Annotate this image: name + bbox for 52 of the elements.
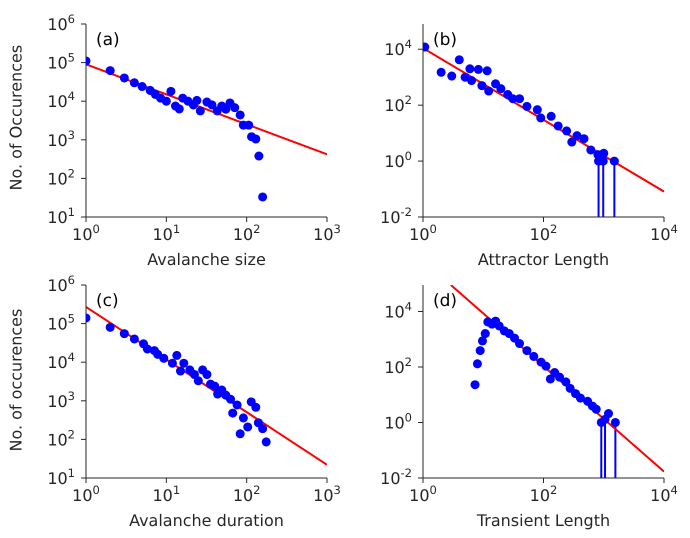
x-tick-label: 10$^{4}$ [650, 222, 678, 244]
y-tick-label: 10$^{4}$ [384, 37, 412, 60]
x-tick-label: 10$^{3}$ [313, 222, 341, 244]
y-tick-label: 10$^{-2}$ [380, 466, 412, 488]
point [192, 96, 202, 105]
x-tick-label: 10$^{4}$ [650, 483, 678, 505]
x-tick-label: 10$^{2}$ [232, 483, 261, 505]
x-tick-label: 10$^{0}$ [72, 222, 100, 244]
point [162, 96, 171, 106]
x-tick-label: 10$^{1}$ [152, 483, 180, 505]
y-tick-label: 10$^{4}$ [47, 89, 75, 112]
annotation: (c) [96, 291, 119, 311]
y-tick-label: 10$^{6}$ [47, 12, 75, 34]
x-tick-label: 10$^{0}$ [409, 222, 437, 244]
point [207, 100, 216, 110]
y-tick-label: 10$^{2}$ [384, 354, 412, 377]
x-tick-label: 10$^{2}$ [530, 483, 558, 505]
point [230, 103, 240, 112]
point [166, 86, 176, 96]
x-axis-title: Attractor Length [478, 250, 610, 269]
x-tick-label: 10$^{2}$ [232, 222, 261, 244]
x-tick-label: 10$^{0}$ [409, 483, 437, 505]
y-tick-label: 10$^{0}$ [384, 149, 412, 172]
y-tick-label: 10$^{2}$ [384, 93, 412, 116]
y-tick-label: 10$^{4}$ [384, 299, 412, 322]
y-tick-label: 10$^{1}$ [47, 205, 75, 227]
y-tick-label: 10$^{-2}$ [380, 205, 412, 227]
x-axis-title: Avalanche size [147, 250, 266, 269]
y-tick-label: 10$^{0}$ [384, 410, 412, 432]
y-axis-title: No. of Occurences [6, 44, 26, 190]
y-tick-label: 10$^{2}$ [47, 427, 75, 450]
y-axis-title: No. of occurences [6, 308, 26, 452]
y-tick-label: 10$^{6}$ [47, 273, 75, 295]
annotation: (d) [433, 291, 458, 311]
annotation: (a) [96, 30, 120, 50]
annotation: (b) [433, 30, 458, 50]
y-tick-label: 10$^{4}$ [47, 350, 75, 372]
x-tick-label: 10$^{3}$ [313, 483, 341, 505]
x-tick-label: 10$^{0}$ [72, 483, 100, 505]
y-tick-label: 10$^{1}$ [47, 466, 75, 488]
point [221, 104, 230, 114]
x-tick-label: 10$^{1}$ [152, 222, 180, 244]
y-tick-label: 10$^{2}$ [47, 166, 75, 188]
x-axis-title: Avalanche duration [129, 511, 284, 530]
y-tick-label: 10$^{3}$ [47, 388, 75, 411]
y-tick-label: 10$^{5}$ [47, 312, 75, 334]
y-tick-label: 10$^{3}$ [47, 128, 75, 150]
point [174, 104, 184, 114]
x-axis-title: Transient Length [476, 511, 610, 530]
y-tick-label: 10$^{5}$ [47, 50, 75, 73]
point [236, 110, 245, 120]
x-tick-label: 10$^{2}$ [530, 222, 558, 244]
